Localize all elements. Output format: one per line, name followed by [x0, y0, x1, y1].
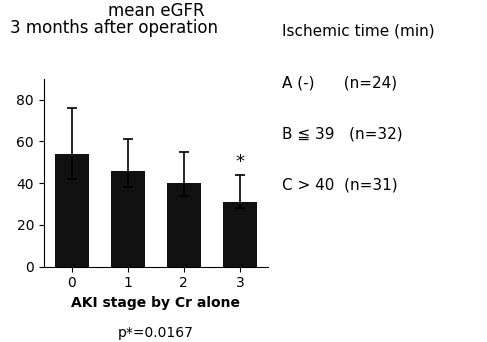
Text: mean eGFR: mean eGFR: [108, 2, 204, 20]
Bar: [55, 154, 89, 267]
Bar: [223, 202, 257, 267]
Text: Ischemic time (min): Ischemic time (min): [282, 24, 435, 39]
Text: 3 months after operation: 3 months after operation: [10, 19, 218, 37]
Bar: [111, 171, 145, 267]
Text: AKI stage by Cr alone: AKI stage by Cr alone: [71, 296, 241, 310]
Text: A (-)      (n=24): A (-) (n=24): [282, 75, 397, 90]
Text: B ≦ 39   (n=32): B ≦ 39 (n=32): [282, 127, 403, 142]
Text: *: *: [235, 153, 244, 171]
Text: p*=0.0167: p*=0.0167: [118, 326, 194, 340]
Bar: [167, 183, 201, 267]
Text: C > 40  (n=31): C > 40 (n=31): [282, 178, 398, 193]
